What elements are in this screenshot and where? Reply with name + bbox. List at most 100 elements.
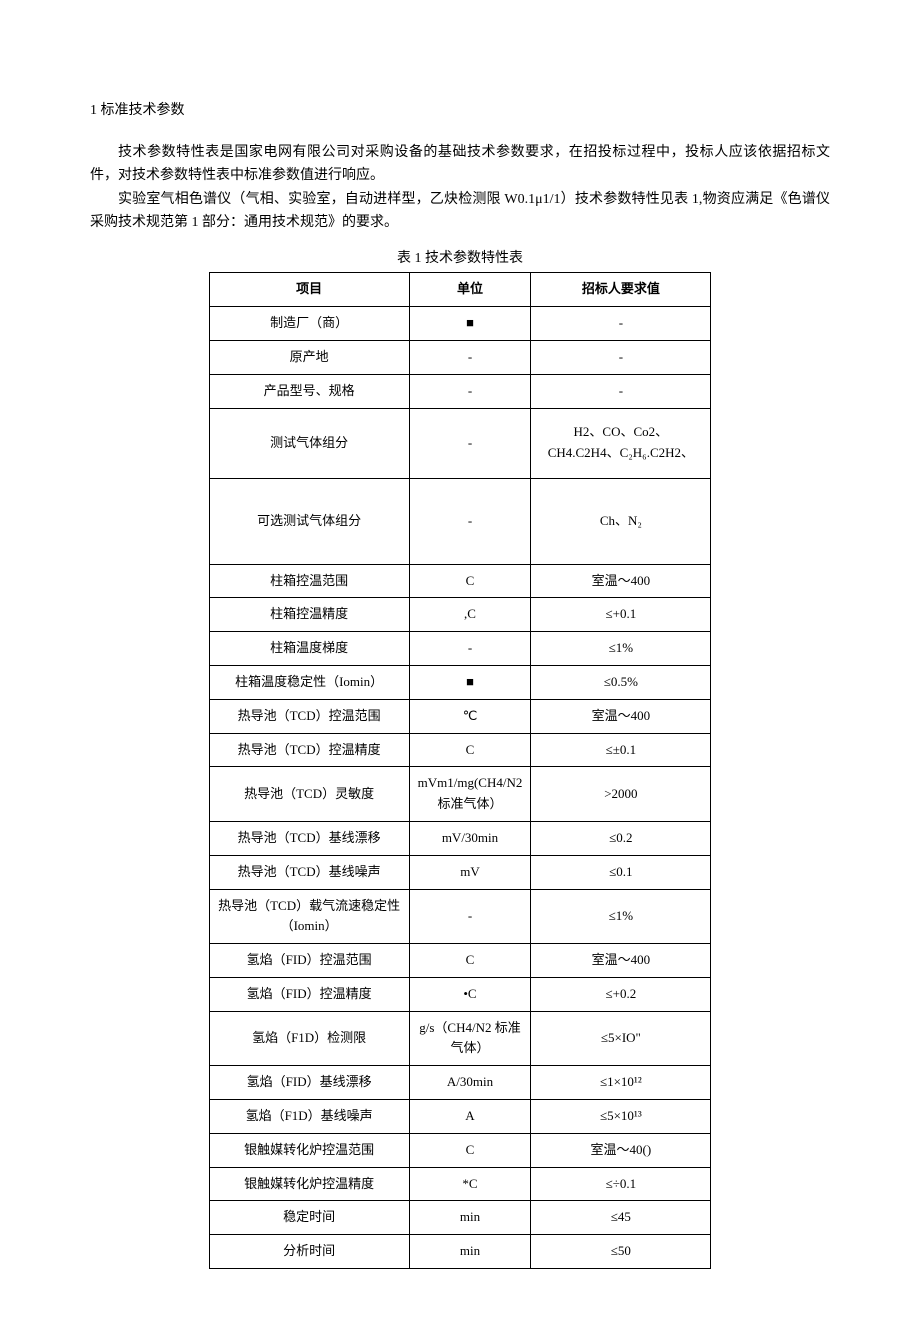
cell-item: 氢焰（F1D）检测限 bbox=[209, 1011, 409, 1066]
cell-required: - bbox=[531, 340, 711, 374]
cell-required: ≤±0.1 bbox=[531, 733, 711, 767]
cell-item: 柱箱温度梯度 bbox=[209, 632, 409, 666]
cell-required: 室温～400 bbox=[531, 944, 711, 978]
cell-required: Ch、N₂ bbox=[531, 478, 711, 564]
table-row: 柱箱控温精度,C≤+0.1 bbox=[209, 598, 711, 632]
cell-unit: min bbox=[409, 1235, 531, 1269]
cell-item: 稳定时间 bbox=[209, 1201, 409, 1235]
cell-item: 柱箱控温精度 bbox=[209, 598, 409, 632]
cell-item: 产品型号、规格 bbox=[209, 374, 409, 408]
cell-item: 可选测试气体组分 bbox=[209, 478, 409, 564]
cell-unit: - bbox=[409, 478, 531, 564]
cell-item: 热导池（TCD）基线漂移 bbox=[209, 821, 409, 855]
header-unit: 单位 bbox=[409, 273, 531, 307]
cell-item: 制造厂（商） bbox=[209, 307, 409, 341]
spec-table: 项目 单位 招标人要求值 制造厂（商）■-原产地--产品型号、规格--测试气体组… bbox=[209, 272, 712, 1269]
cell-item: 氢焰（FID）控温精度 bbox=[209, 977, 409, 1011]
cell-required: ≤1×10¹² bbox=[531, 1066, 711, 1100]
table-row: 热导池（TCD）控温精度C≤±0.1 bbox=[209, 733, 711, 767]
cell-unit: *C bbox=[409, 1167, 531, 1201]
cell-item: 热导池（TCD）控温精度 bbox=[209, 733, 409, 767]
table-row: 柱箱温度稳定性（Iomin）■≤0.5% bbox=[209, 665, 711, 699]
cell-required: 室温～40() bbox=[531, 1133, 711, 1167]
cell-item: 柱箱温度稳定性（Iomin） bbox=[209, 665, 409, 699]
cell-unit: C bbox=[409, 733, 531, 767]
cell-unit: ℃ bbox=[409, 699, 531, 733]
cell-unit: - bbox=[409, 340, 531, 374]
cell-required: ≤0.2 bbox=[531, 821, 711, 855]
cell-unit: ■ bbox=[409, 665, 531, 699]
table-row: 稳定时间min≤45 bbox=[209, 1201, 711, 1235]
section-heading: 1 标准技术参数 bbox=[90, 100, 830, 122]
cell-unit: •C bbox=[409, 977, 531, 1011]
cell-unit: C bbox=[409, 564, 531, 598]
cell-required: ≤50 bbox=[531, 1235, 711, 1269]
table-row: 热导池（TCD）基线漂移mV/30min≤0.2 bbox=[209, 821, 711, 855]
table-row: 分析时间min≤50 bbox=[209, 1235, 711, 1269]
table-row: 制造厂（商）■- bbox=[209, 307, 711, 341]
table-row: 银触媒转化炉控温精度*C≤÷0.1 bbox=[209, 1167, 711, 1201]
cell-unit: ■ bbox=[409, 307, 531, 341]
table-row: 氢焰（FID）控温精度•C≤+0.2 bbox=[209, 977, 711, 1011]
cell-required: ≤0.1 bbox=[531, 855, 711, 889]
cell-item: 银触媒转化炉控温精度 bbox=[209, 1167, 409, 1201]
table-row: 氢焰（F1D）基线噪声A≤5×10¹³ bbox=[209, 1100, 711, 1134]
cell-unit: mV bbox=[409, 855, 531, 889]
cell-required: - bbox=[531, 307, 711, 341]
cell-unit: - bbox=[409, 889, 531, 944]
table-title: 表 1 技术参数特性表 bbox=[90, 248, 830, 270]
cell-item: 热导池（TCD）载气流速稳定性（Iomin） bbox=[209, 889, 409, 944]
cell-item: 氢焰（FID）控温范围 bbox=[209, 944, 409, 978]
cell-required: ≤+0.1 bbox=[531, 598, 711, 632]
cell-required: ≤0.5% bbox=[531, 665, 711, 699]
cell-item: 银触媒转化炉控温范围 bbox=[209, 1133, 409, 1167]
cell-unit: ,C bbox=[409, 598, 531, 632]
table-row: 银触媒转化炉控温范围C室温～40() bbox=[209, 1133, 711, 1167]
cell-item: 柱箱控温范围 bbox=[209, 564, 409, 598]
table-row: 热导池（TCD）控温范围℃室温～400 bbox=[209, 699, 711, 733]
table-header-row: 项目 单位 招标人要求值 bbox=[209, 273, 711, 307]
table-row: 氢焰（FID）控温范围C室温～400 bbox=[209, 944, 711, 978]
cell-required: ≤5×10¹³ bbox=[531, 1100, 711, 1134]
table-row: 可选测试气体组分-Ch、N₂ bbox=[209, 478, 711, 564]
header-item: 项目 bbox=[209, 273, 409, 307]
cell-item: 氢焰（F1D）基线噪声 bbox=[209, 1100, 409, 1134]
cell-unit: mV/30min bbox=[409, 821, 531, 855]
cell-item: 氢焰（FID）基线漂移 bbox=[209, 1066, 409, 1100]
cell-required: ≤5×IO" bbox=[531, 1011, 711, 1066]
table-row: 柱箱温度梯度-≤1% bbox=[209, 632, 711, 666]
cell-unit: C bbox=[409, 1133, 531, 1167]
cell-required: H2、CO、Co2、CH4.C2H4、C₂H₆.C2H2、 bbox=[531, 408, 711, 478]
cell-required: 室温～400 bbox=[531, 564, 711, 598]
table-row: 柱箱控温范围C室温～400 bbox=[209, 564, 711, 598]
cell-required: ≤45 bbox=[531, 1201, 711, 1235]
cell-unit: g/s（CH4/N2 标准气体） bbox=[409, 1011, 531, 1066]
cell-item: 热导池（TCD）基线噪声 bbox=[209, 855, 409, 889]
cell-required: >2000 bbox=[531, 767, 711, 822]
intro-paragraph-2: 实验室气相色谱仪（气相、实验室，自动进样型，乙炔检测限 W0.1μ1/1）技术参… bbox=[90, 189, 830, 234]
cell-required: ≤÷0.1 bbox=[531, 1167, 711, 1201]
intro-paragraph-1: 技术参数特性表是国家电网有限公司对采购设备的基础技术参数要求，在招投标过程中，投… bbox=[90, 142, 830, 187]
table-row: 氢焰（F1D）检测限g/s（CH4/N2 标准气体）≤5×IO" bbox=[209, 1011, 711, 1066]
cell-unit: - bbox=[409, 632, 531, 666]
cell-unit: min bbox=[409, 1201, 531, 1235]
cell-unit: mVm1/mg(CH4/N2 标准气体） bbox=[409, 767, 531, 822]
table-row: 原产地-- bbox=[209, 340, 711, 374]
table-row: 氢焰（FID）基线漂移A/30min≤1×10¹² bbox=[209, 1066, 711, 1100]
cell-unit: - bbox=[409, 374, 531, 408]
cell-required: - bbox=[531, 374, 711, 408]
cell-item: 分析时间 bbox=[209, 1235, 409, 1269]
header-required: 招标人要求值 bbox=[531, 273, 711, 307]
table-row: 热导池（TCD）载气流速稳定性（Iomin）-≤1% bbox=[209, 889, 711, 944]
cell-unit: - bbox=[409, 408, 531, 478]
cell-item: 热导池（TCD）灵敏度 bbox=[209, 767, 409, 822]
cell-required: ≤+0.2 bbox=[531, 977, 711, 1011]
table-row: 热导池（TCD）基线噪声mV≤0.1 bbox=[209, 855, 711, 889]
cell-item: 测试气体组分 bbox=[209, 408, 409, 478]
cell-unit: A/30min bbox=[409, 1066, 531, 1100]
cell-required: ≤1% bbox=[531, 889, 711, 944]
table-row: 测试气体组分-H2、CO、Co2、CH4.C2H4、C₂H₆.C2H2、 bbox=[209, 408, 711, 478]
cell-unit: C bbox=[409, 944, 531, 978]
cell-item: 原产地 bbox=[209, 340, 409, 374]
cell-unit: A bbox=[409, 1100, 531, 1134]
